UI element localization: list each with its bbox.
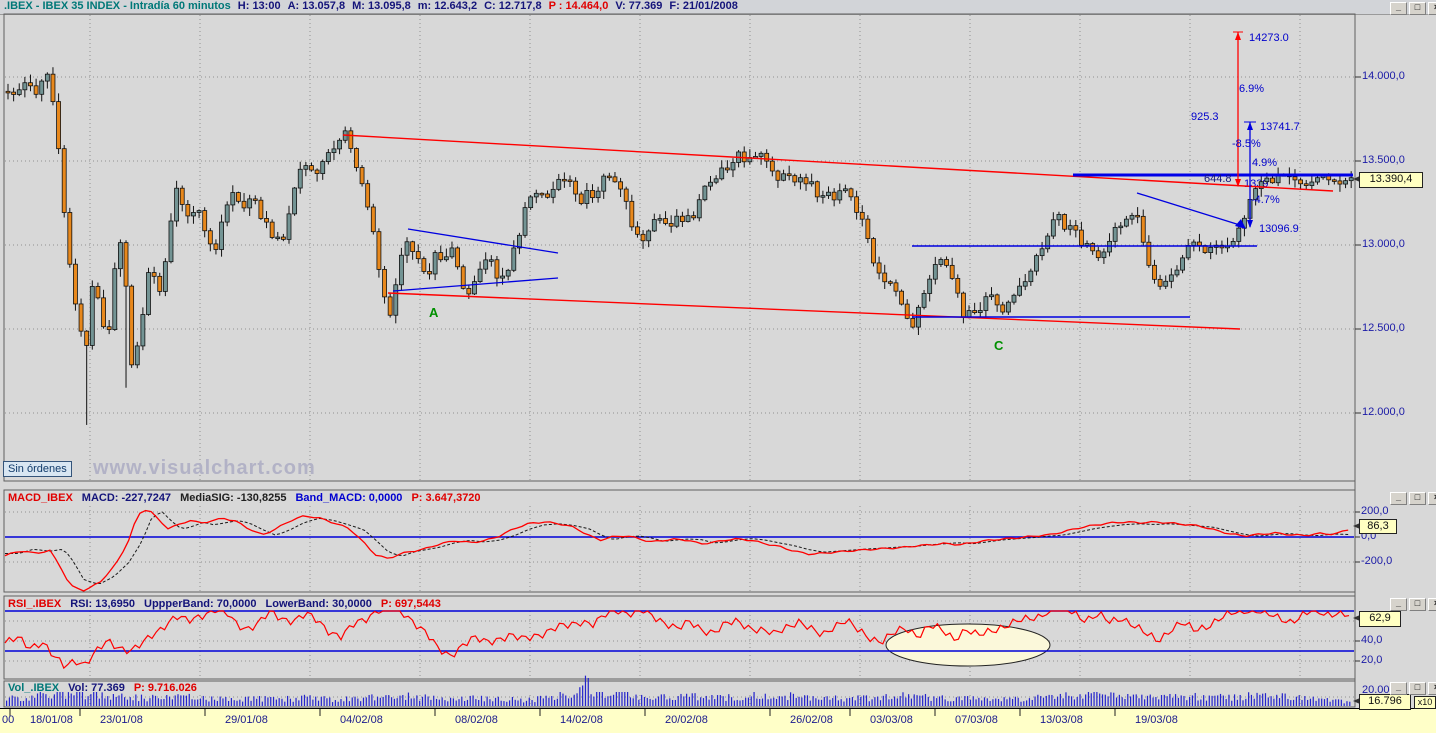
header-field: Vol: 77.369 <box>68 682 125 694</box>
price-axis-tick: 13.500,0 <box>1362 154 1405 166</box>
current-price-box: 13.390,4 <box>1359 172 1423 188</box>
macd-line <box>4 509 1349 592</box>
svg-text:-4.7%: -4.7% <box>1251 194 1280 206</box>
macd-close-button[interactable]: × <box>1428 492 1436 505</box>
header-field: P: 697,5443 <box>380 598 441 610</box>
svg-text:13741.7: 13741.7 <box>1260 121 1300 133</box>
vol-close-button[interactable]: × <box>1428 682 1436 695</box>
header-field: MediaSIG: -130,8255 <box>180 492 287 504</box>
vol-minimize-button[interactable]: _ <box>1390 682 1407 695</box>
volume-multiplier-box: x10 <box>1414 696 1436 709</box>
trendlines[interactable] <box>342 31 1353 330</box>
rsi-close-button[interactable]: × <box>1428 598 1436 611</box>
date-label: 18/01/08 <box>30 714 73 726</box>
time-axis <box>0 708 1436 733</box>
header-field: MACD_IBEX <box>8 492 73 504</box>
date-label: 13/03/08 <box>1040 714 1083 726</box>
price-axis-tick: 12.500,0 <box>1362 322 1405 334</box>
rsi-axis-tick: 40,0 <box>1361 634 1383 646</box>
svg-text:14273.0: 14273.0 <box>1249 32 1289 44</box>
title-field: m: 12.643,2 <box>417 0 478 12</box>
rsi-panel-header: RSI_.IBEX RSI: 13,6950 UppperBand: 70,0000… <box>8 598 450 610</box>
header-field: LowerBand: 30,0000 <box>265 598 372 610</box>
rsi-window-controls: _□× <box>1390 598 1436 611</box>
date-label: 07/03/08 <box>955 714 998 726</box>
macd-panel-header: MACD_IBEX MACD: -227,7247 MediaSIG: -130,8… <box>8 492 490 504</box>
title-field: A: 13.057,8 <box>287 0 346 12</box>
date-label: 19/03/08 <box>1135 714 1178 726</box>
wave-letter: A <box>429 305 439 320</box>
date-label: 14/02/08 <box>560 714 603 726</box>
rsi-value-box: 62,9 <box>1359 611 1401 627</box>
header-field: Band_MACD: 0,0000 <box>295 492 403 504</box>
title-field: P : 14.464,0 <box>548 0 609 12</box>
wave-letter: C <box>994 338 1004 353</box>
macd-window-controls: _□× <box>1390 492 1436 505</box>
volume-bars <box>6 675 1351 706</box>
macd-signal-line <box>5 511 1349 585</box>
rsi-highlight-ellipse[interactable] <box>885 623 1051 667</box>
price-axis-tick: 12.000,0 <box>1362 406 1405 418</box>
title-field: H: 13:00 <box>237 0 281 12</box>
svg-text:4.9%: 4.9% <box>1252 157 1277 169</box>
instrument-title: .IBEX - IBEX 35 INDEX - Intradía 60 minu… <box>4 0 231 12</box>
svg-text:6.9%: 6.9% <box>1239 83 1264 95</box>
header-field: MACD: -227,7247 <box>81 492 172 504</box>
header-field: P: 3.647,3720 <box>411 492 481 504</box>
price-axis-tick: 13.000,0 <box>1362 238 1405 250</box>
title-field: V: 77.369 <box>615 0 663 12</box>
visualchart-watermark: www.visualchart.com <box>93 457 316 479</box>
vol-window-controls: _□× <box>1390 682 1436 695</box>
svg-text:13096.9: 13096.9 <box>1259 223 1299 235</box>
title-fields: H: 13:00 A: 13.057,8 M: 13.095,8 m: 12.643,… <box>238 0 745 12</box>
candlestick-series <box>5 67 1354 425</box>
date-label: 04/02/08 <box>340 714 383 726</box>
macd-minimize-button[interactable]: _ <box>1390 492 1407 505</box>
main-maximize-button[interactable]: □ <box>1409 2 1426 15</box>
rsi-line <box>4 610 1350 670</box>
main-minimize-button[interactable]: _ <box>1390 2 1407 15</box>
volume-value-box: 16.796 <box>1359 694 1411 710</box>
header-field: RSI: 13,6950 <box>70 598 136 610</box>
price-axis-tick: 14.000,0 <box>1362 70 1405 82</box>
svg-text:-8.5%: -8.5% <box>1232 138 1261 150</box>
macd-axis-tick: 200,0 <box>1361 505 1389 517</box>
svg-text:644.8: 644.8 <box>1204 173 1232 185</box>
date-label: 26/02/08 <box>790 714 833 726</box>
header-field: Vol_.IBEX <box>8 682 60 694</box>
main-close-button[interactable]: × <box>1428 2 1436 15</box>
svg-text:925.3: 925.3 <box>1191 111 1219 123</box>
no-orders-status-button[interactable]: Sin órdenes <box>3 461 72 477</box>
header-field: RSI_.IBEX <box>8 598 62 610</box>
volume-panel-header: Vol_.IBEX Vol: 77.369 P: 9.716.026 <box>8 682 206 694</box>
rsi-axis-tick: 20,0 <box>1361 654 1383 666</box>
title-field: M: 13.095,8 <box>352 0 411 12</box>
date-label: 29/01/08 <box>225 714 268 726</box>
date-label: 20/02/08 <box>665 714 708 726</box>
main-window-controls: _□× <box>1390 2 1436 15</box>
volume-axis-tick: 20.000 <box>1362 684 1396 696</box>
macd-axis-tick: -200,0 <box>1361 555 1393 567</box>
rsi-minimize-button[interactable]: _ <box>1390 598 1407 611</box>
macd-value-box: 86,3 <box>1359 519 1397 534</box>
date-label: 23/01/08 <box>100 714 143 726</box>
date-label: 00 <box>2 714 15 726</box>
header-field: UppperBand: 70,0000 <box>144 598 257 610</box>
rsi-maximize-button[interactable]: □ <box>1409 598 1426 611</box>
macd-maximize-button[interactable]: □ <box>1409 492 1426 505</box>
title-field: F: 21/01/2008 <box>669 0 738 12</box>
vol-maximize-button[interactable]: □ <box>1409 682 1426 695</box>
date-label: 08/02/08 <box>455 714 498 726</box>
title-field: C: 12.717,8 <box>484 0 542 12</box>
date-label: 03/03/08 <box>870 714 913 726</box>
header-field: P: 9.716.026 <box>133 682 197 694</box>
measure-labels: 14273.0 6.9% 925.3 13741.7 -8.5% 4.9% 644.8 -4.… <box>429 32 1300 353</box>
